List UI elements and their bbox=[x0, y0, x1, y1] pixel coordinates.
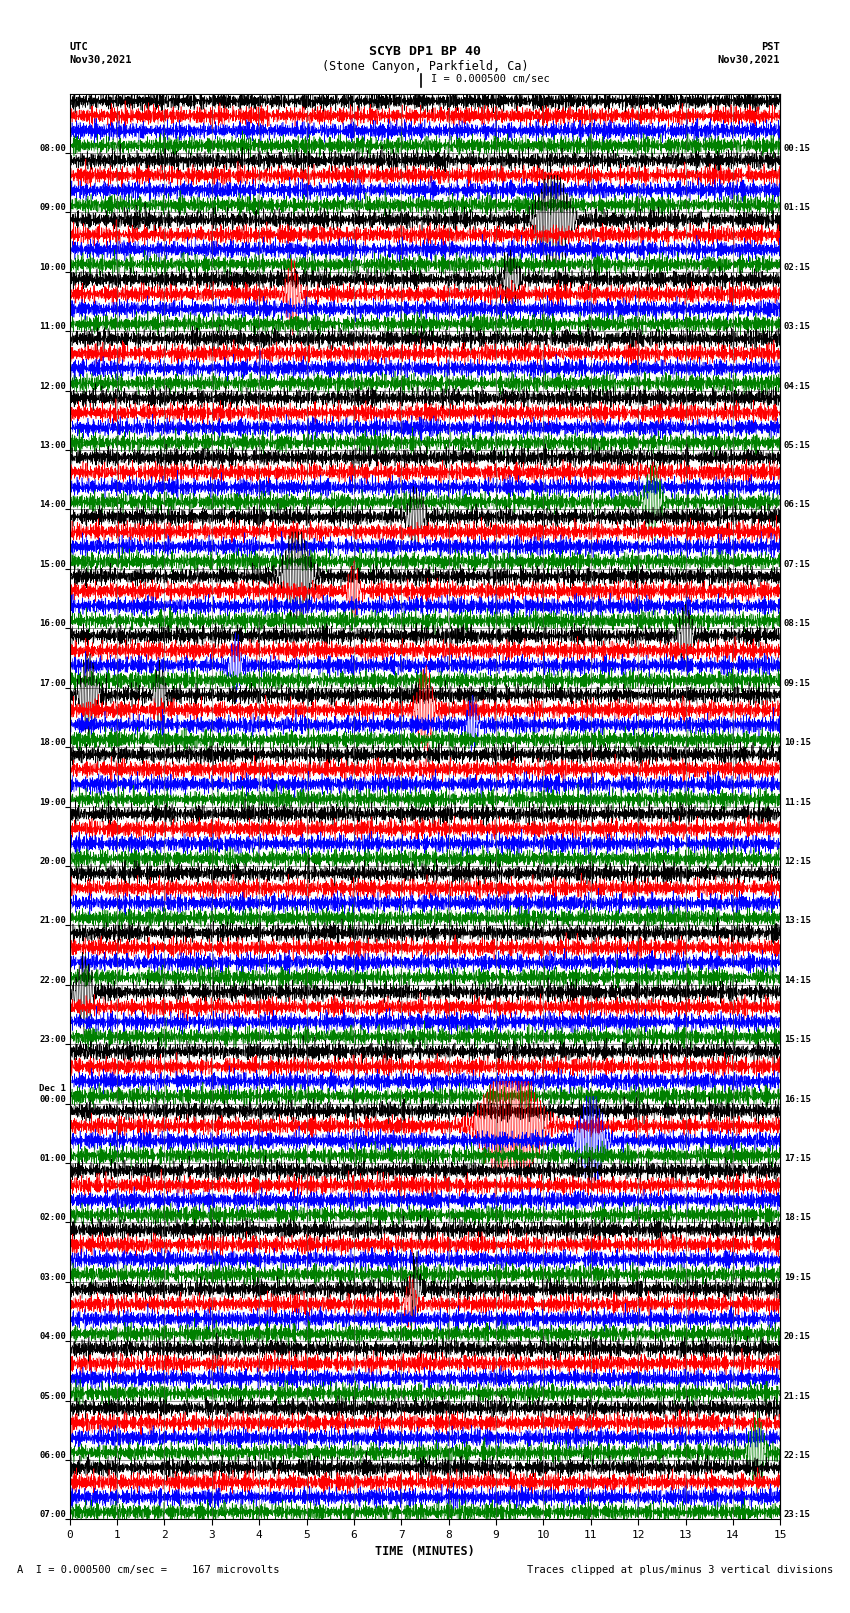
Text: 13:15: 13:15 bbox=[784, 916, 811, 926]
Text: A  I = 0.000500 cm/sec =    167 microvolts: A I = 0.000500 cm/sec = 167 microvolts bbox=[17, 1565, 280, 1574]
Text: 14:00: 14:00 bbox=[39, 500, 66, 510]
Text: 17:15: 17:15 bbox=[784, 1153, 811, 1163]
Text: 13:00: 13:00 bbox=[39, 440, 66, 450]
Text: 11:15: 11:15 bbox=[784, 797, 811, 806]
Text: 09:00: 09:00 bbox=[39, 203, 66, 213]
Text: 21:15: 21:15 bbox=[784, 1392, 811, 1400]
Text: 23:00: 23:00 bbox=[39, 1036, 66, 1044]
Text: 11:00: 11:00 bbox=[39, 323, 66, 331]
Text: 05:00: 05:00 bbox=[39, 1392, 66, 1400]
Text: 07:00: 07:00 bbox=[39, 1510, 66, 1519]
Text: 09:15: 09:15 bbox=[784, 679, 811, 687]
Text: Traces clipped at plus/minus 3 vertical divisions: Traces clipped at plus/minus 3 vertical … bbox=[527, 1565, 833, 1574]
Text: 06:00: 06:00 bbox=[39, 1452, 66, 1460]
Text: 12:00: 12:00 bbox=[39, 382, 66, 390]
Text: 07:15: 07:15 bbox=[784, 560, 811, 569]
Text: UTC: UTC bbox=[70, 42, 88, 52]
Text: 12:15: 12:15 bbox=[784, 857, 811, 866]
Text: 02:00: 02:00 bbox=[39, 1213, 66, 1223]
Text: 20:00: 20:00 bbox=[39, 857, 66, 866]
Text: 19:00: 19:00 bbox=[39, 797, 66, 806]
Text: 03:00: 03:00 bbox=[39, 1273, 66, 1282]
Text: 16:00: 16:00 bbox=[39, 619, 66, 629]
Text: 10:00: 10:00 bbox=[39, 263, 66, 273]
Text: 04:15: 04:15 bbox=[784, 382, 811, 390]
Text: 00:15: 00:15 bbox=[784, 144, 811, 153]
Text: SCYB DP1 BP 40: SCYB DP1 BP 40 bbox=[369, 45, 481, 58]
X-axis label: TIME (MINUTES): TIME (MINUTES) bbox=[375, 1545, 475, 1558]
Text: 18:15: 18:15 bbox=[784, 1213, 811, 1223]
Text: 20:15: 20:15 bbox=[784, 1332, 811, 1342]
Text: 15:00: 15:00 bbox=[39, 560, 66, 569]
Text: (Stone Canyon, Parkfield, Ca): (Stone Canyon, Parkfield, Ca) bbox=[321, 60, 529, 73]
Text: 03:15: 03:15 bbox=[784, 323, 811, 331]
Text: 02:15: 02:15 bbox=[784, 263, 811, 273]
Text: 22:15: 22:15 bbox=[784, 1452, 811, 1460]
Text: Nov30,2021: Nov30,2021 bbox=[70, 55, 133, 65]
Text: 10:15: 10:15 bbox=[784, 739, 811, 747]
Text: 05:15: 05:15 bbox=[784, 440, 811, 450]
Text: Nov30,2021: Nov30,2021 bbox=[717, 55, 780, 65]
Text: 08:15: 08:15 bbox=[784, 619, 811, 629]
Text: Dec 1
00:00: Dec 1 00:00 bbox=[39, 1084, 66, 1103]
Text: I = 0.000500 cm/sec: I = 0.000500 cm/sec bbox=[431, 74, 550, 84]
Text: 01:15: 01:15 bbox=[784, 203, 811, 213]
Text: 23:15: 23:15 bbox=[784, 1510, 811, 1519]
Text: 18:00: 18:00 bbox=[39, 739, 66, 747]
Text: 15:15: 15:15 bbox=[784, 1036, 811, 1044]
Text: 17:00: 17:00 bbox=[39, 679, 66, 687]
Text: 22:00: 22:00 bbox=[39, 976, 66, 984]
Text: 01:00: 01:00 bbox=[39, 1153, 66, 1163]
Text: 08:00: 08:00 bbox=[39, 144, 66, 153]
Text: 19:15: 19:15 bbox=[784, 1273, 811, 1282]
Text: 14:15: 14:15 bbox=[784, 976, 811, 984]
Text: PST: PST bbox=[762, 42, 780, 52]
Text: 04:00: 04:00 bbox=[39, 1332, 66, 1342]
Text: 21:00: 21:00 bbox=[39, 916, 66, 926]
Text: 16:15: 16:15 bbox=[784, 1095, 811, 1103]
Text: 06:15: 06:15 bbox=[784, 500, 811, 510]
